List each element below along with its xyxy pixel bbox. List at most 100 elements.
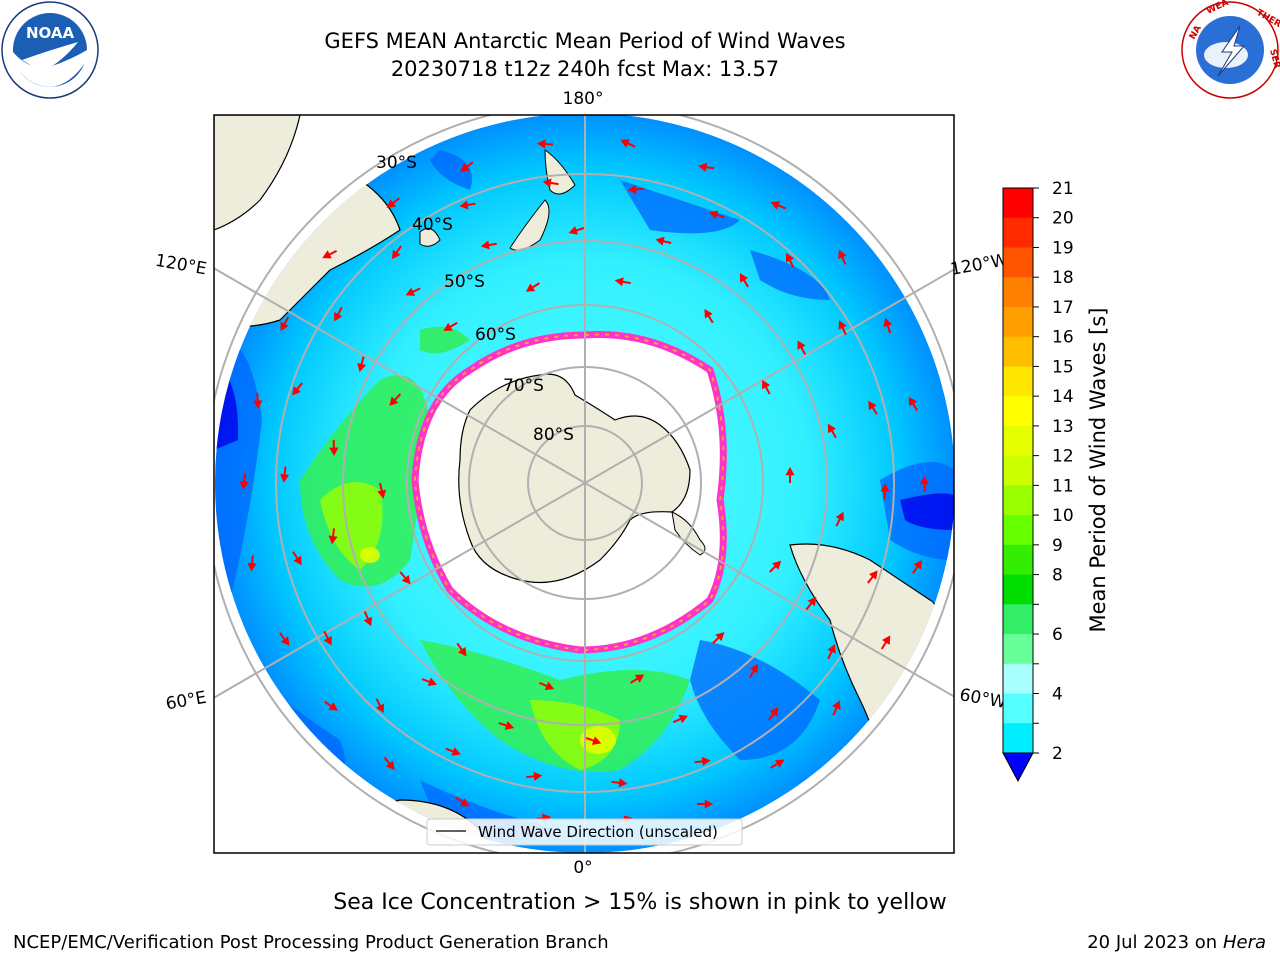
wave-arrow-head <box>618 778 628 788</box>
colorbar-segment <box>1003 217 1033 248</box>
colorbar-segment <box>1003 425 1033 457</box>
wave-arrow-head <box>328 702 338 711</box>
colorbar-segment <box>1003 247 1033 278</box>
wave-arrow-head <box>827 644 836 654</box>
colorbar: 21 20 19 18 17 16 15 14 13 12 11 10 9 8 6 4 2 <box>1002 179 1074 783</box>
wave-arrow-head <box>785 253 794 263</box>
wave-arrow-head <box>334 312 343 322</box>
wave-arrow-head <box>459 798 470 807</box>
wave-arrow-head <box>883 317 893 328</box>
colorbar-segment <box>1003 574 1033 605</box>
lat-label-40: 40°S <box>412 215 453 235</box>
wave-arrow-head <box>591 736 602 745</box>
colorbar-segment <box>1003 723 1033 754</box>
wave-arrow-head <box>655 236 665 246</box>
colorbar-tick-label: 11 <box>1052 476 1074 496</box>
colorbar-segment <box>1003 693 1033 724</box>
wave-arrow-head <box>247 562 257 572</box>
wave-arrow-head <box>698 162 708 172</box>
colorbar-segment <box>1003 485 1033 516</box>
wave-arrow-head <box>913 560 923 570</box>
wave-arrow-head <box>774 759 785 768</box>
colorbar-segment <box>1003 277 1033 308</box>
colorbar-segment <box>1003 604 1033 635</box>
colorbar-segment <box>1003 515 1033 546</box>
wave-arrow-head <box>868 400 877 411</box>
colorbar-tick-label: 20 <box>1052 209 1074 229</box>
wave-arrow-head <box>880 483 890 492</box>
wave-arrow-head <box>908 396 918 407</box>
wave-arrow-head <box>568 226 578 235</box>
wave-arrow-head <box>770 201 781 210</box>
wave-arrow-head <box>533 771 543 781</box>
wave-arrow-head <box>357 362 367 373</box>
wave-arrow-head <box>838 249 847 260</box>
wave-arrow-head <box>739 273 749 283</box>
wave-arrow-head <box>704 308 713 319</box>
wave-arrow-head <box>363 616 373 627</box>
wave-arrow-head <box>827 423 836 434</box>
lon-label-180: 180° <box>563 89 604 109</box>
colorbar-tick-label: 19 <box>1052 238 1074 258</box>
wave-arrow-head <box>838 320 847 330</box>
wave-arrow-head <box>881 635 891 645</box>
wave-arrow-head <box>749 663 758 674</box>
wave-arrow-head <box>459 200 469 210</box>
noaa-logo-text: NOAA <box>26 24 75 42</box>
wave-arrow-head <box>280 321 289 332</box>
wind-wave-arrows <box>239 139 930 825</box>
wave-arrow-head <box>292 386 301 396</box>
colorbar-tick-label: 14 <box>1052 387 1074 407</box>
footer-left: NCEP/EMC/Verification Post Processing Pr… <box>13 932 609 953</box>
wave-arrow-head <box>405 287 416 296</box>
colorbar-label: Mean Period of Wind Waves [s] <box>1086 308 1110 633</box>
colorbar-tick-label: 12 <box>1052 447 1074 467</box>
colorbar-tick-label: 6 <box>1052 625 1063 645</box>
wave-arrow-head <box>620 139 630 148</box>
wave-arrow-head <box>704 799 714 809</box>
colorbar-segment <box>1003 663 1033 695</box>
wave-arrow-head <box>772 560 782 570</box>
noaa-logo-icon: NOAA <box>1 1 99 99</box>
colorbar-tick-label: 17 <box>1052 298 1074 318</box>
legend-label: Wind Wave Direction (unscaled) <box>478 823 718 841</box>
colorbar-tick-label: 2 <box>1052 744 1063 764</box>
lon-label-120w: 120°W <box>949 250 1010 280</box>
sea-ice-note: Sea Ice Concentration > 15% is shown in … <box>333 890 947 915</box>
wave-arrow-head <box>328 535 338 545</box>
wave-arrow-head <box>835 511 844 522</box>
colorbar-segment <box>1003 306 1033 338</box>
colorbar-tick-label: 8 <box>1052 566 1063 586</box>
wave-arrow-head <box>832 700 841 710</box>
nws-logo-icon: NA WEA THER SER <box>1181 0 1280 99</box>
graticule <box>214 115 954 853</box>
map-subtitle: 20230718 t12z 240h fcst Max: 13.57 <box>390 57 780 81</box>
wave-arrow-head <box>280 473 290 483</box>
colorbar-tick-label: 10 <box>1052 506 1074 526</box>
wave-arrow-head <box>797 340 806 350</box>
lat-label-50: 50°S <box>444 272 485 292</box>
wave-arrow-head <box>634 674 645 683</box>
wave-arrow-head <box>542 178 552 188</box>
colorbar-segment <box>1003 634 1033 665</box>
wave-arrow-head <box>678 714 689 724</box>
colorbar-tick-label: 4 <box>1052 685 1063 705</box>
wave-arrow-head <box>329 447 339 456</box>
map-legend: Wind Wave Direction (unscaled) <box>426 818 743 846</box>
colorbar-extend-arrow <box>1002 752 1034 783</box>
wave-arrow-head <box>920 475 930 485</box>
lat-label-80: 80°S <box>533 425 574 445</box>
wave-arrow-head <box>614 277 624 287</box>
footer-date: 20 Jul 2023 on <box>1087 932 1223 953</box>
colorbar-segment <box>1003 336 1033 367</box>
colorbar-tick-label: 21 <box>1052 179 1074 199</box>
wave-arrow-head <box>457 646 467 657</box>
lat-label-30: 30°S <box>376 153 417 173</box>
lon-label-0: 0° <box>573 858 592 878</box>
colorbar-tick-label: 18 <box>1052 268 1074 288</box>
colorbar-segment <box>1003 188 1033 219</box>
wave-arrow-head <box>769 707 779 717</box>
wave-arrow-head <box>708 210 719 220</box>
wave-arrow-head <box>322 250 332 259</box>
